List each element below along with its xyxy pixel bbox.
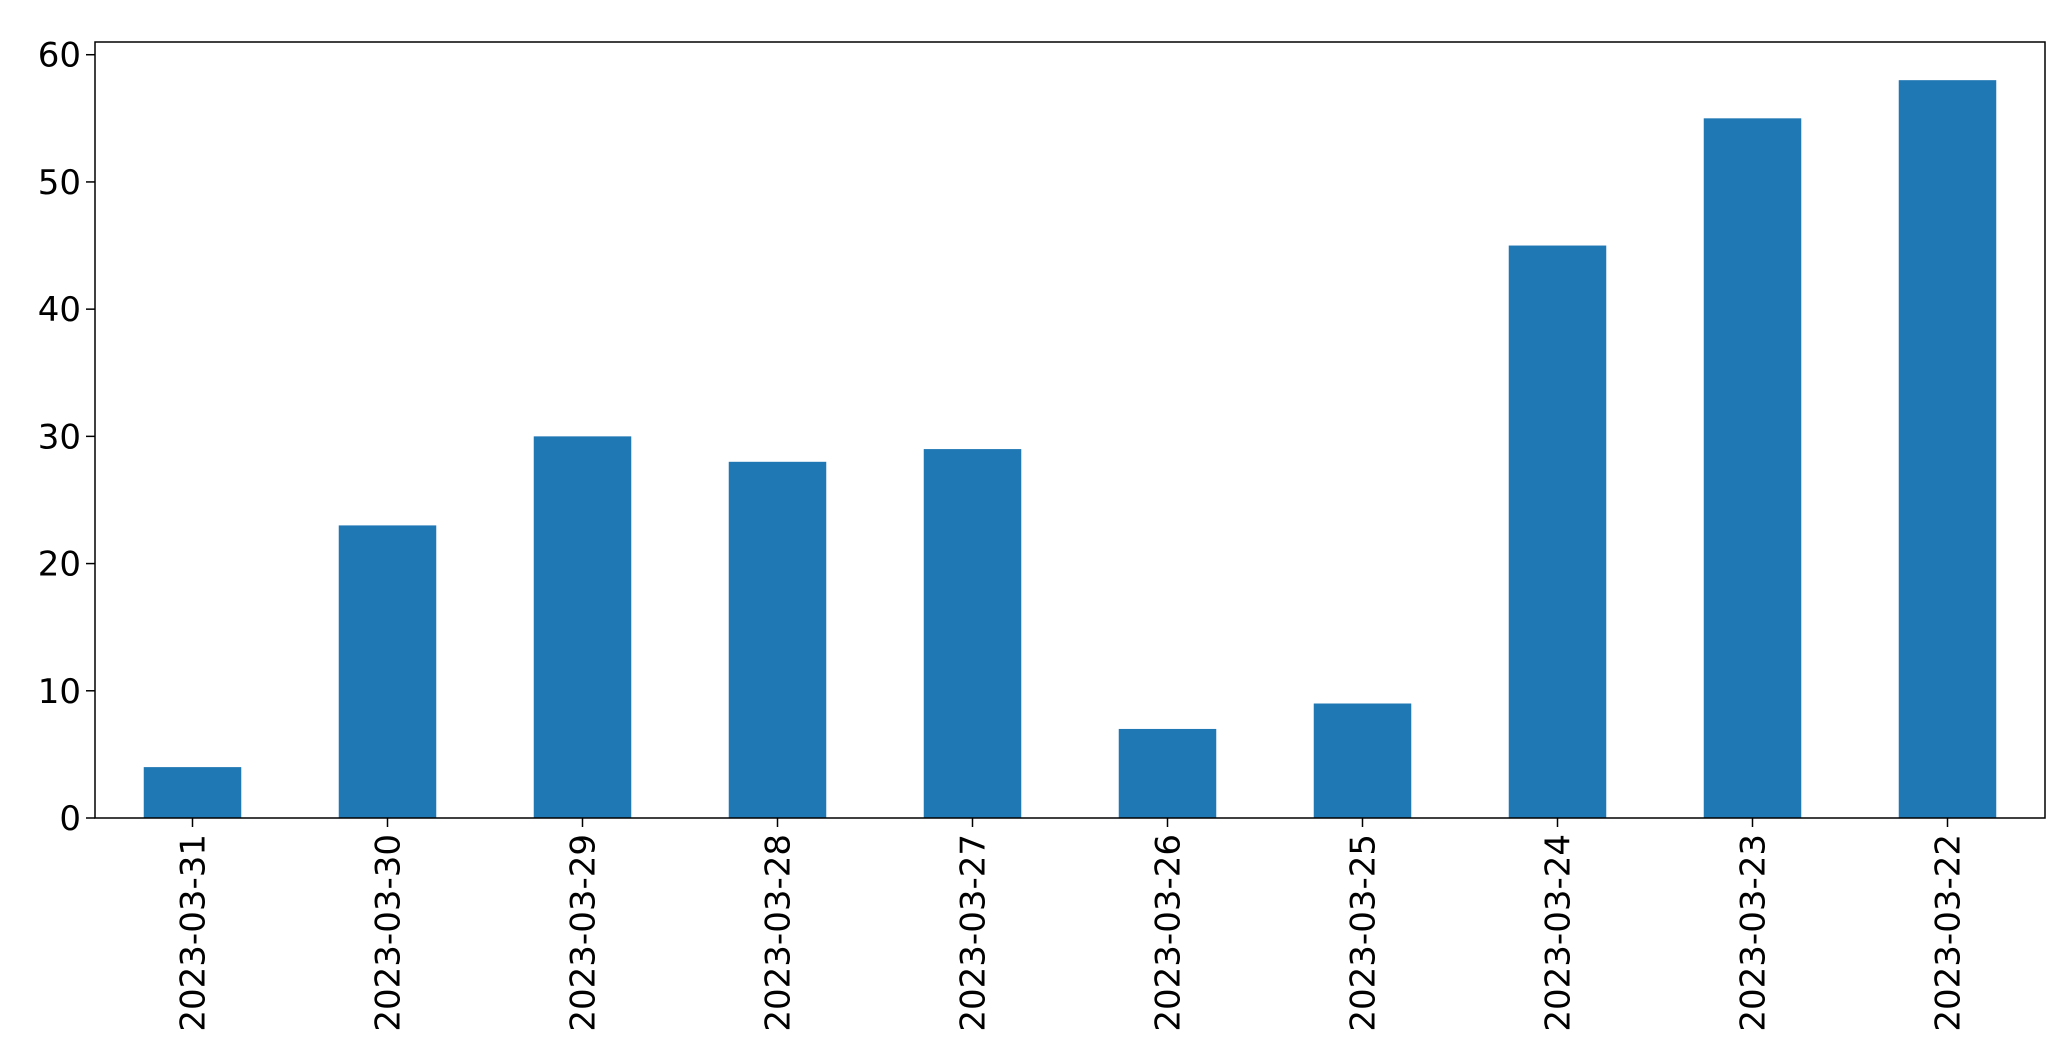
y-tick-label: 10 xyxy=(38,672,81,712)
x-tick-label: 2023-03-24 xyxy=(1539,834,1579,1032)
x-tick-label: 2023-03-29 xyxy=(564,834,604,1032)
bar-2023-03-30 xyxy=(338,525,437,818)
bar-2023-03-27 xyxy=(923,449,1022,818)
y-tick-label: 20 xyxy=(38,545,81,585)
x-tick-label: 2023-03-23 xyxy=(1734,834,1774,1032)
bar-2023-03-23 xyxy=(1703,118,1802,818)
bar-2023-03-28 xyxy=(728,461,827,818)
y-tick-label: 50 xyxy=(38,163,81,203)
bar-2023-03-22 xyxy=(1898,80,1997,818)
x-tick-label: 2023-03-26 xyxy=(1149,834,1189,1032)
y-tick-label: 30 xyxy=(38,417,81,457)
bar-2023-03-24 xyxy=(1508,245,1607,818)
y-axis: 0 10 20 30 40 50 60 xyxy=(38,36,95,839)
x-tick-label: 2023-03-27 xyxy=(954,834,994,1032)
y-tick-label: 60 xyxy=(38,36,81,76)
bars-group xyxy=(143,80,1997,818)
bar-2023-03-31 xyxy=(143,767,242,818)
x-tick-label: 2023-03-30 xyxy=(369,834,409,1032)
y-tick-label: 0 xyxy=(59,799,81,839)
x-tick-label: 2023-03-25 xyxy=(1344,834,1384,1032)
bar-2023-03-26 xyxy=(1118,728,1217,818)
y-tick-label: 40 xyxy=(38,290,81,330)
x-tick-label: 2023-03-22 xyxy=(1929,834,1969,1032)
plot-frame xyxy=(94,41,2046,819)
bar-2023-03-25 xyxy=(1313,703,1412,818)
x-axis: 2023-03-31 2023-03-30 2023-03-29 2023-03-28… xyxy=(174,818,1969,1032)
x-tick-label: 2023-03-31 xyxy=(174,834,214,1032)
bar-2023-03-29 xyxy=(533,436,632,818)
x-tick-label: 2023-03-28 xyxy=(759,834,799,1032)
